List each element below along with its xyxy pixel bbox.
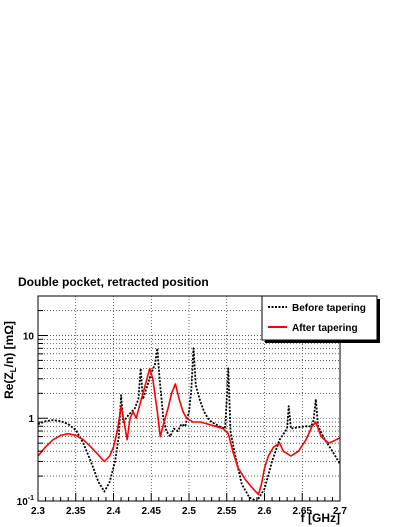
y-tick-label: 10 [23, 331, 35, 342]
y-tick-label-exponent: -1 [28, 495, 34, 502]
legend-label-after-tapering: After tapering [292, 323, 358, 334]
y-axis-label-sub: L [9, 367, 18, 372]
x-axis-label: f [GHz] [301, 511, 340, 525]
y-tick-label-base: 10 [17, 497, 29, 508]
legend: Before tapering After tapering [261, 295, 380, 343]
legend-label-before-tapering: Before tapering [292, 303, 366, 314]
x-tick-label: 2.45 [142, 506, 162, 517]
series-line-after-tapering [38, 367, 340, 496]
y-tick-label-base: 10 [23, 331, 35, 342]
y-tick-label: 1 [28, 414, 34, 425]
x-tick-label: 2.35 [66, 506, 86, 517]
y-axis-label-main: Re(Z [2, 372, 16, 399]
y-tick-label: 10-1 [17, 495, 34, 508]
y-axis-label-tail: /n) [mΩ] [2, 321, 16, 367]
grid-layer [38, 296, 340, 501]
legend-box [261, 295, 378, 341]
x-tick-label: 2.6 [258, 506, 272, 517]
x-tick-label: 2.7 [333, 506, 347, 517]
x-tick-label: 2.55 [217, 506, 237, 517]
y-axis-label: Re(ZL/n) [mΩ] [2, 321, 18, 399]
chart-title: Double pocket, retracted position [18, 275, 209, 289]
x-tick-label: 2.4 [107, 506, 121, 517]
x-tick-label: 2.3 [31, 506, 45, 517]
series-layer [38, 347, 340, 501]
y-tick-label-base: 1 [28, 414, 34, 425]
x-tick-label: 2.5 [182, 506, 196, 517]
x-tick-label: 2.65 [293, 506, 313, 517]
